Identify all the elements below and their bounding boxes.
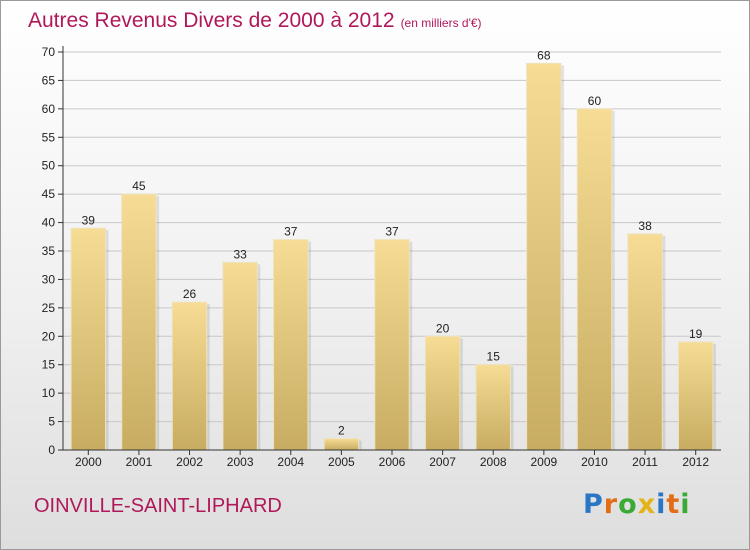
bar [121, 193, 157, 451]
x-tick-label: 2011 [632, 455, 658, 469]
x-tick-label: 2012 [682, 455, 709, 469]
x-tick-label: 2002 [176, 455, 203, 469]
x-tick-label: 2000 [75, 455, 102, 469]
data-label: 15 [487, 350, 501, 364]
data-label: 39 [82, 213, 96, 227]
data-label: 68 [537, 48, 551, 62]
logo-letter: o [618, 489, 638, 520]
bar [323, 438, 360, 451]
data-label: 2 [338, 424, 345, 438]
logo-letter: i [656, 489, 667, 520]
data-label: 20 [436, 321, 450, 335]
x-tick-label: 2001 [126, 455, 153, 469]
data-label: 45 [132, 179, 146, 193]
chart-subtitle: (en milliers d'€) [400, 16, 482, 30]
x-tick-label: 2004 [277, 455, 304, 469]
x-tick-label: 2003 [227, 455, 254, 469]
x-tick-label: 2007 [429, 455, 456, 469]
data-label: 26 [183, 287, 197, 301]
logo-letter: x [637, 489, 657, 520]
y-tick-label: 20 [42, 329, 56, 343]
chart-title: Autres Revenus Divers de 2000 à 2012 [28, 9, 395, 32]
data-label: 19 [689, 327, 703, 341]
proxiti-logo: Proxiti [583, 489, 691, 520]
x-tick-label: 2008 [480, 455, 507, 469]
bar [475, 364, 511, 451]
x-tick-label: 2005 [328, 455, 355, 469]
y-tick-label: 50 [42, 159, 56, 173]
y-tick-label: 30 [42, 272, 56, 286]
town-name: OINVILLE-SAINT-LIPHARD [34, 495, 282, 517]
logo-letter: t [666, 489, 681, 520]
bar [677, 341, 714, 451]
y-tick-label: 35 [42, 244, 56, 258]
bars [70, 62, 716, 451]
y-tick-label: 40 [42, 216, 56, 230]
labels: 0 5 10 15 20 25 30 35 40 45 50 55 60 65 70 39 2000 45 2001… [42, 45, 710, 469]
y-tick-label: 60 [42, 102, 56, 116]
axes [58, 46, 721, 455]
data-label: 60 [588, 94, 602, 108]
logo-letter: P [583, 489, 604, 520]
y-tick-label: 15 [42, 358, 56, 372]
chart-title-block: Autres Revenus Divers de 2000 à 2012 (en … [28, 9, 482, 33]
bar [273, 239, 309, 451]
x-tick-label: 2009 [530, 455, 557, 469]
logo-letter: r [603, 489, 619, 520]
y-tick-label: 0 [48, 443, 55, 457]
data-label: 37 [284, 225, 298, 239]
bar [526, 62, 562, 451]
bar [627, 233, 663, 451]
y-tick-label: 10 [42, 386, 56, 400]
logo-letter: i [680, 489, 691, 520]
x-tick-label: 2010 [581, 455, 608, 469]
data-label: 37 [385, 225, 399, 239]
y-tick-label: 70 [42, 45, 56, 59]
bar [222, 261, 258, 451]
bar [374, 239, 410, 451]
y-tick-label: 45 [42, 187, 56, 201]
y-tick-label: 55 [42, 130, 56, 144]
y-tick-label: 25 [42, 301, 56, 315]
bar [424, 335, 461, 451]
bar [576, 108, 613, 451]
x-tick-label: 2006 [379, 455, 406, 469]
data-label: 38 [638, 219, 652, 233]
y-tick-label: 65 [42, 73, 56, 87]
bar [70, 227, 107, 451]
data-label: 33 [233, 247, 247, 261]
y-tick-label: 5 [48, 415, 55, 429]
bar [171, 301, 208, 451]
